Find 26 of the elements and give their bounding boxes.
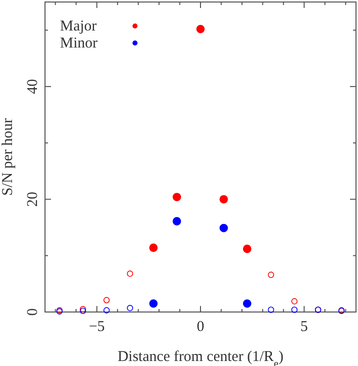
point xyxy=(220,224,228,232)
point xyxy=(103,307,110,314)
point xyxy=(103,297,110,304)
y-tick-label: 40 xyxy=(25,79,41,94)
point xyxy=(268,272,274,278)
point xyxy=(172,217,182,226)
point xyxy=(291,298,298,304)
y-axis-title: S/N per hour xyxy=(0,118,16,196)
point xyxy=(242,244,252,254)
y-tick-label: 20 xyxy=(25,192,41,207)
point xyxy=(291,306,298,313)
legend-label: Minor xyxy=(60,35,98,52)
point xyxy=(172,192,182,202)
x-tick-label: −5 xyxy=(88,319,105,335)
point xyxy=(220,195,228,204)
point xyxy=(196,24,205,34)
legend-label: Major xyxy=(60,18,97,34)
point xyxy=(268,306,274,313)
x-tick-label: 5 xyxy=(300,319,308,335)
point xyxy=(126,270,134,277)
y-tick-label: 0 xyxy=(25,308,41,316)
point xyxy=(242,299,252,308)
point xyxy=(149,299,158,308)
x-tick-label: 0 xyxy=(196,319,204,335)
point xyxy=(126,304,134,312)
point xyxy=(149,244,158,252)
